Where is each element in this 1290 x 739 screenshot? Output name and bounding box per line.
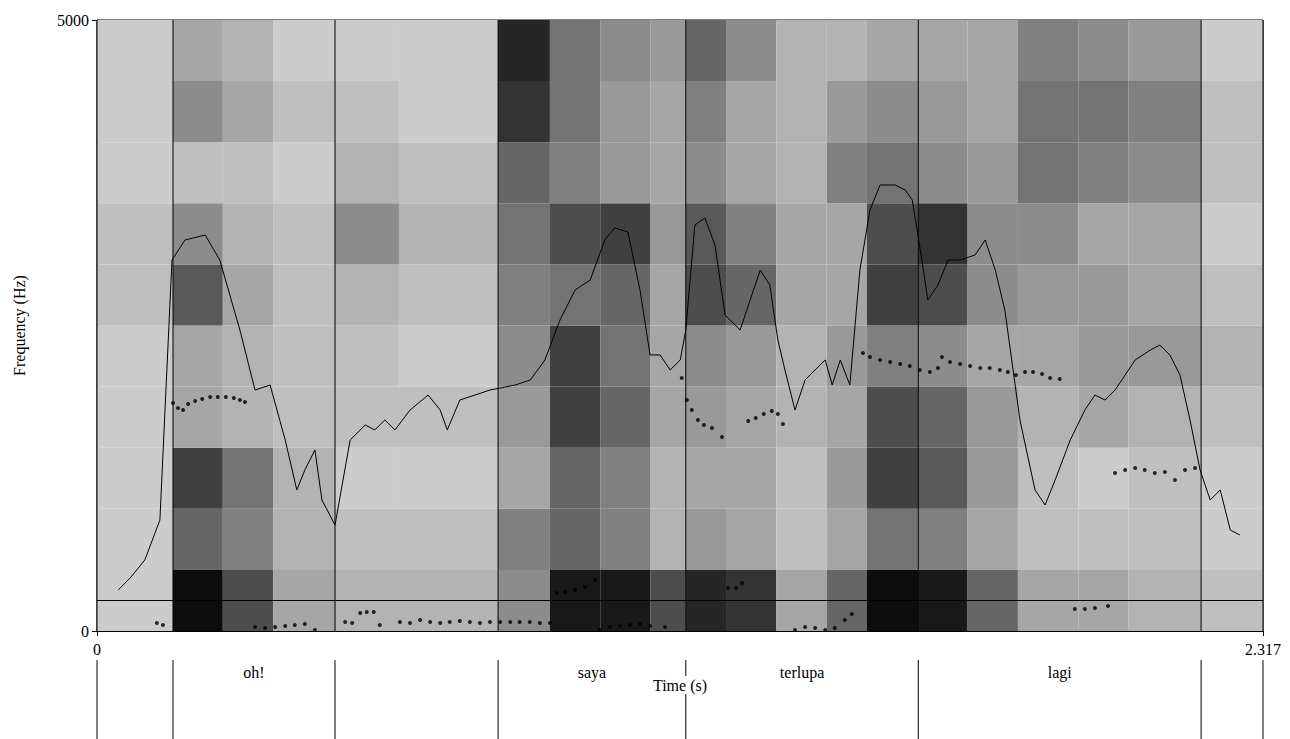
svg-text:oh!: oh! [243, 664, 264, 681]
svg-text:lagi: lagi [1048, 664, 1073, 682]
svg-text:0: 0 [93, 641, 101, 658]
svg-text:terlupa: terlupa [780, 664, 824, 682]
svg-text:5000: 5000 [57, 12, 89, 29]
svg-text:2.317: 2.317 [1245, 641, 1281, 658]
svg-text:0: 0 [81, 623, 89, 640]
svg-text:Time (s): Time (s) [653, 677, 707, 695]
svg-text:saya: saya [578, 664, 606, 682]
svg-text:Frequency (Hz): Frequency (Hz) [11, 275, 29, 376]
